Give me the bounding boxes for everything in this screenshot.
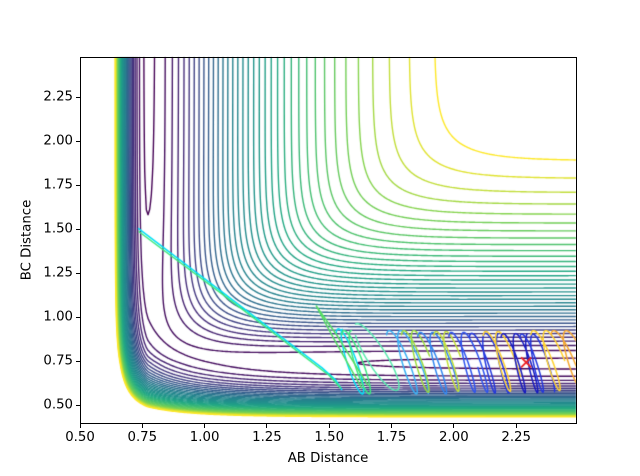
x-tick-label: 2.25 [501, 430, 531, 445]
y-axis-label: BC Distance [19, 199, 35, 281]
x-axis-label: AB Distance [287, 451, 369, 466]
x-tick-mark [79, 424, 81, 428]
y-tick-mark [76, 184, 80, 186]
x-tick-mark [453, 424, 455, 428]
x-tick-mark [515, 424, 517, 428]
y-tick-label: 0.75 [43, 353, 73, 369]
y-tick-label: 0.50 [43, 397, 73, 413]
y-tick-mark [76, 272, 80, 274]
x-tick-mark [266, 424, 268, 428]
y-tick-mark [76, 96, 80, 98]
y-tick-label: 2.00 [43, 133, 73, 149]
y-tick-label: 1.50 [43, 221, 73, 237]
x-tick-mark [328, 424, 330, 428]
x-tick-mark [204, 424, 206, 428]
x-tick-label: 1.00 [189, 430, 220, 445]
x-tick-mark [391, 424, 393, 428]
x-tick-label: 1.25 [252, 430, 282, 445]
y-tick-label: 2.25 [43, 89, 73, 105]
x-tick-label: 0.75 [127, 430, 158, 445]
y-tick-label: 1.00 [43, 309, 73, 325]
y-tick-mark [76, 316, 80, 318]
y-tick-mark [76, 404, 80, 406]
y-tick-mark [76, 360, 80, 362]
x-tick-label: 1.50 [314, 430, 345, 445]
x-tick-mark [141, 424, 143, 428]
x-tick-label: 0.50 [65, 430, 95, 445]
y-tick-label: 1.75 [43, 177, 73, 193]
x-tick-label: 1.75 [376, 430, 407, 445]
x-tick-label: 2.00 [439, 430, 469, 445]
y-tick-mark [76, 140, 80, 142]
y-tick-mark [76, 228, 80, 230]
y-tick-label: 1.25 [43, 265, 73, 281]
